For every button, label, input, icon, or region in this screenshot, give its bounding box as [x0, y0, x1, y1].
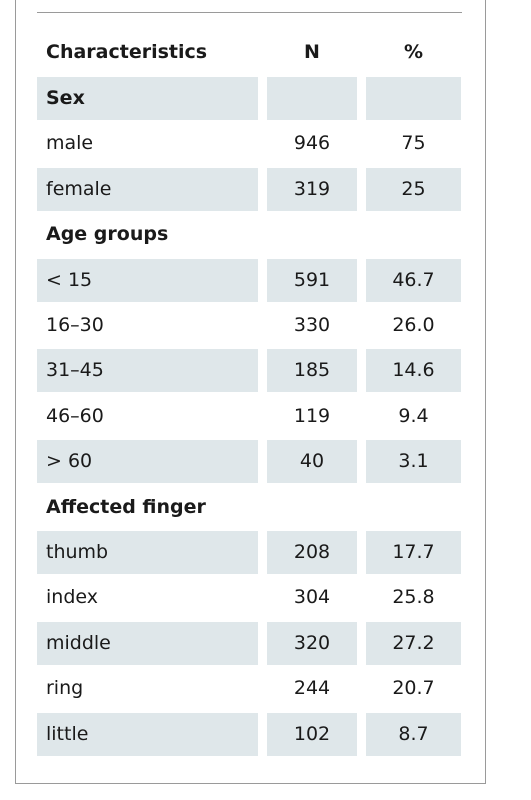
- value-cell: 304: [293, 586, 331, 609]
- value-cell: 75: [401, 132, 426, 155]
- value-cell: 102: [267, 712, 357, 756]
- value-cell: 17.7: [366, 531, 461, 574]
- group-label: Affected finger: [46, 495, 206, 518]
- row-label: < 15: [37, 258, 258, 302]
- header-cell: N: [304, 41, 320, 63]
- row-label: > 60: [37, 440, 258, 484]
- row-label: index: [46, 586, 98, 609]
- value-cell: 208: [267, 531, 357, 574]
- value-cell: 25: [366, 167, 461, 211]
- value-cell: 27.2: [366, 621, 461, 665]
- value-cell: 8.7: [366, 712, 461, 756]
- row-label: ring: [46, 677, 84, 700]
- value-cell: 3.1: [366, 440, 461, 484]
- value-cell: 330: [293, 314, 331, 336]
- value-cell: 185: [267, 349, 357, 393]
- header-cell: Characteristics: [46, 41, 208, 63]
- value-cell: 14.6: [366, 349, 461, 393]
- value-cell: 46.7: [366, 258, 461, 302]
- value-cell: 946: [293, 132, 331, 155]
- row-label: little: [37, 712, 258, 756]
- value-cell: 40: [267, 440, 357, 484]
- row-label: male: [46, 132, 94, 155]
- top-rule: [37, 12, 462, 13]
- value-cell: 119: [293, 404, 331, 427]
- value-cell: 319: [267, 167, 357, 211]
- table-frame: [15, 0, 486, 784]
- value-cell: 9.4: [398, 404, 429, 427]
- header-cell: %: [403, 41, 424, 63]
- row-label: female: [37, 167, 258, 211]
- value-cell: 591: [267, 258, 357, 302]
- value-cell: 25.8: [392, 586, 435, 609]
- row-label: middle: [37, 621, 258, 665]
- value-cell: 244: [293, 677, 331, 700]
- value-cell: 320: [267, 621, 357, 665]
- row-label: 16–30: [46, 314, 104, 336]
- row-label: 31–45: [37, 349, 258, 393]
- group-label: Sex: [37, 77, 258, 120]
- value-cell: 26.0: [392, 314, 435, 336]
- row-label: thumb: [37, 531, 258, 574]
- group-label: Age groups: [46, 223, 169, 246]
- value-cell: [267, 77, 357, 120]
- value-cell: 20.7: [392, 677, 435, 700]
- value-cell: [366, 77, 461, 120]
- row-label: 46–60: [46, 404, 104, 427]
